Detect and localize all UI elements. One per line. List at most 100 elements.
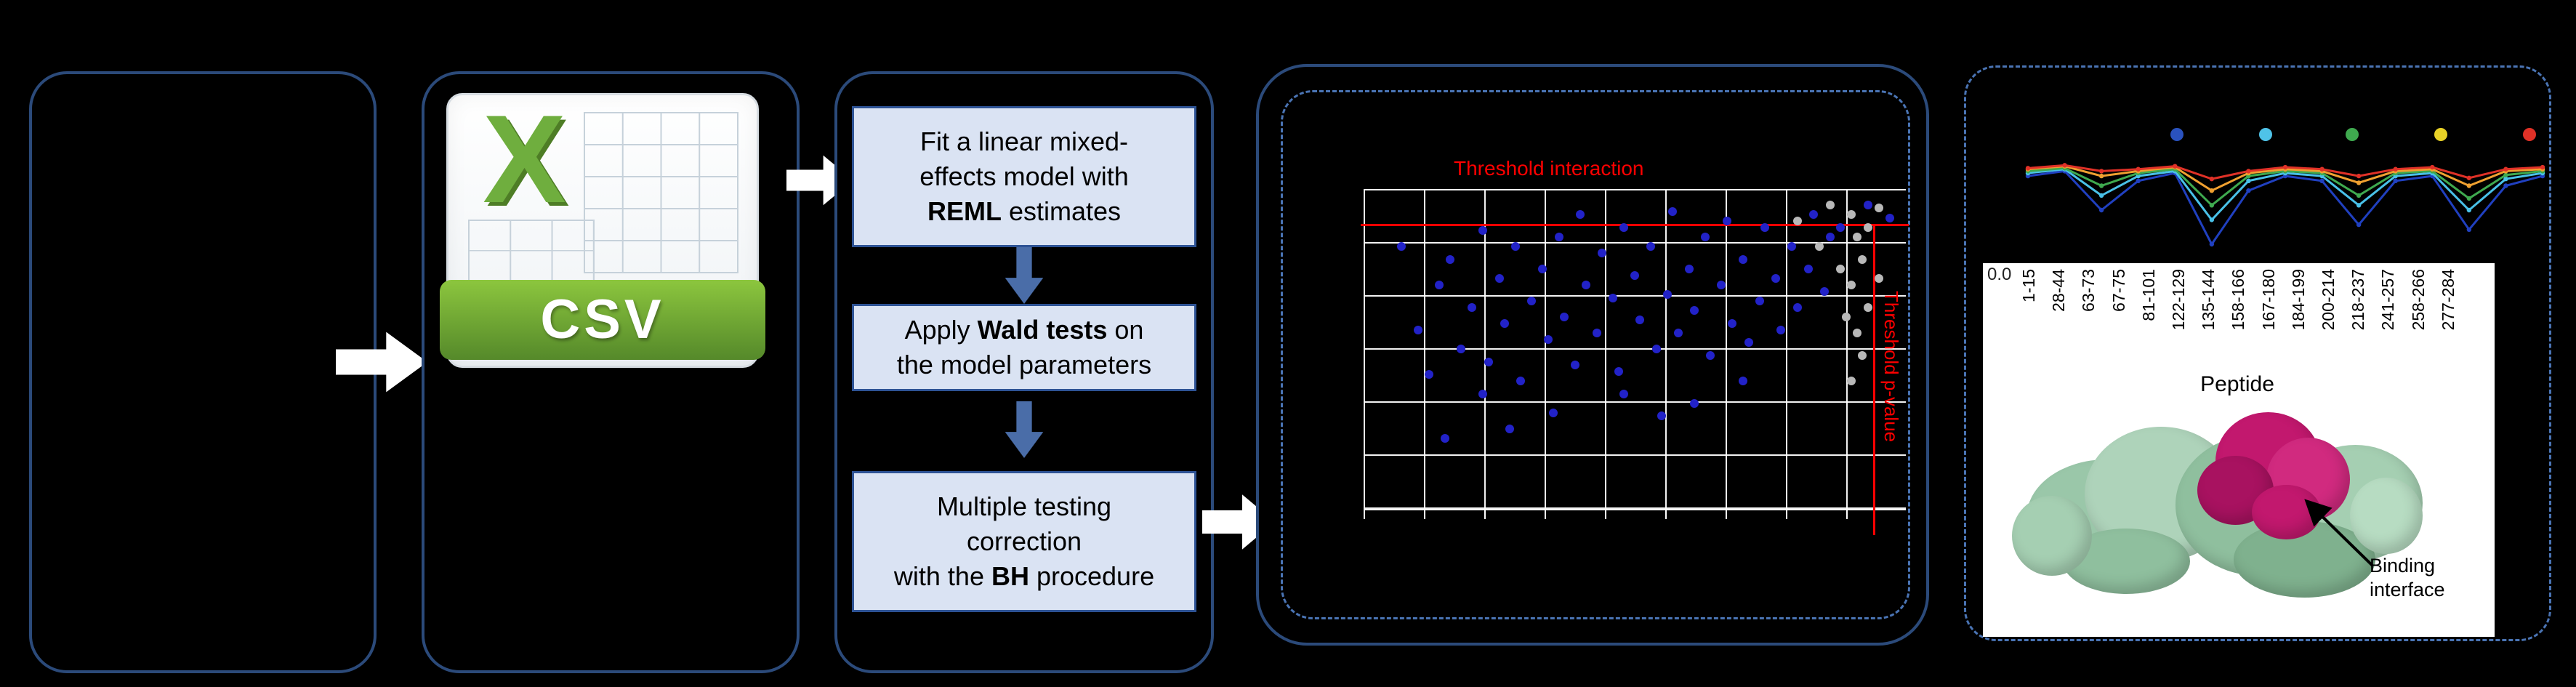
scatter-point	[1478, 226, 1488, 236]
binding-interface-label: Binding interface	[2370, 555, 2445, 600]
condition-marker-dot	[2259, 128, 2273, 141]
x-tick-label: 167-180	[2258, 269, 2278, 331]
line-point	[2062, 163, 2067, 168]
line-point	[2209, 217, 2215, 222]
scatter-point	[1494, 274, 1504, 284]
step-text: Apply	[904, 315, 978, 345]
y-axis-tick: 0.0	[1987, 265, 2012, 284]
line-point	[2098, 183, 2104, 188]
scatter-point	[1852, 233, 1861, 241]
scatter-point	[1706, 350, 1715, 360]
scatter-point	[1457, 345, 1466, 353]
line-point	[2503, 183, 2508, 188]
scatter-point	[1468, 302, 1477, 312]
x-tick-label: 218-237	[2348, 269, 2368, 331]
step-text-bold: REML	[927, 196, 1002, 226]
scatter-point	[1560, 313, 1569, 321]
scatter-point	[1885, 213, 1894, 222]
threshold-pvalue-label: Threshold p-value	[1880, 291, 1902, 443]
line-point	[2503, 176, 2508, 182]
line-point	[2393, 166, 2398, 172]
scatter-point	[1478, 389, 1488, 398]
scatter-point	[1690, 306, 1699, 316]
x-tick-label: 158-166	[2229, 269, 2248, 331]
scatter-point	[1576, 210, 1585, 220]
line-point	[2393, 178, 2398, 183]
scatter-point	[1630, 270, 1639, 280]
step-mixed-model: Fit a linear mixed- effects model with R…	[852, 106, 1196, 247]
excel-x-logo: X	[483, 89, 566, 229]
scatter-point	[1635, 316, 1645, 325]
protein-blob	[2350, 478, 2423, 554]
scatter-point	[1787, 242, 1797, 252]
scatter-point	[1792, 302, 1802, 312]
x-axis-title: Peptide	[2200, 372, 2274, 396]
scatter-point	[1858, 254, 1867, 264]
line-point	[2098, 173, 2104, 179]
line-point	[2466, 196, 2472, 201]
line-point	[2098, 193, 2104, 198]
line-point	[2356, 203, 2362, 208]
line-point	[2098, 207, 2104, 213]
step-text: the model parameters	[896, 350, 1152, 379]
step-text: Multiple testing	[854, 489, 1194, 524]
scatter-point	[1510, 242, 1520, 252]
peptide-panel: 0.0 1-15 28-44 63-73 67-75 81-101 122-129 135-…	[1983, 263, 2495, 637]
scatter-point	[1814, 242, 1824, 252]
step-text: effects model with	[919, 161, 1129, 192]
scatter-point	[1581, 281, 1590, 289]
line-point	[2356, 180, 2362, 185]
x-tick-label: 184-199	[2288, 269, 2308, 331]
scatter-point	[1744, 338, 1753, 347]
step-text: effects model with	[854, 159, 1194, 194]
line-point	[2540, 164, 2545, 170]
scatter-point	[1619, 222, 1629, 232]
volcano-scatter-plot	[1361, 189, 1909, 535]
step-text: with the BH procedure	[854, 559, 1194, 594]
scatter-point	[1841, 313, 1851, 321]
scatter-point	[1874, 274, 1883, 284]
step-text: Apply Wald tests on	[854, 313, 1194, 347]
scatter-point	[1440, 434, 1449, 443]
step-text: on	[1107, 315, 1144, 345]
scatter-point	[1592, 329, 1601, 337]
line-point	[2209, 203, 2215, 208]
scatter-point	[1739, 377, 1748, 385]
x-tick-labels: 1-15 28-44 63-73 67-75 81-101 122-129 135-144 1…	[1983, 269, 2495, 371]
scatter-point	[1836, 265, 1846, 273]
scatter-point	[1684, 265, 1694, 273]
csv-grid	[468, 219, 595, 282]
scatter-dashed-border	[1281, 90, 1910, 619]
step-text: Fit a linear mixed-	[854, 124, 1194, 159]
peptide-result-panel	[1964, 65, 2551, 641]
line-point	[2209, 241, 2215, 247]
scatter-point	[1739, 254, 1748, 264]
x-tick-label: 241-257	[2378, 269, 2398, 331]
scatter-point	[1690, 398, 1699, 408]
scatter-point	[1646, 242, 1656, 252]
step-text-bold: Wald tests	[977, 315, 1108, 345]
scatter-point	[1619, 389, 1629, 398]
line-point	[2356, 222, 2362, 228]
scatter-point	[1609, 293, 1618, 302]
line-point	[2503, 166, 2508, 172]
step-text: estimates	[1001, 196, 1122, 226]
line-point	[2356, 193, 2362, 198]
condition-markers	[2021, 128, 2550, 144]
scatter-point	[1700, 233, 1710, 241]
scatter-point	[1516, 377, 1526, 385]
scatter-point	[1446, 254, 1455, 264]
step-text-bold: BH	[991, 561, 1029, 591]
line-point	[2209, 188, 2215, 193]
scatter-point	[1847, 281, 1856, 289]
line-point	[2356, 173, 2362, 179]
line-point	[2246, 178, 2251, 183]
scatter-point	[1570, 361, 1579, 369]
scatter-point	[1598, 249, 1607, 257]
scatter-point	[1847, 210, 1856, 220]
binding-site-blob	[2252, 485, 2321, 539]
scatter-point	[1673, 329, 1683, 337]
condition-marker-dot	[2434, 128, 2448, 141]
scatter-point	[1549, 409, 1558, 417]
scatter-point	[1771, 274, 1780, 284]
